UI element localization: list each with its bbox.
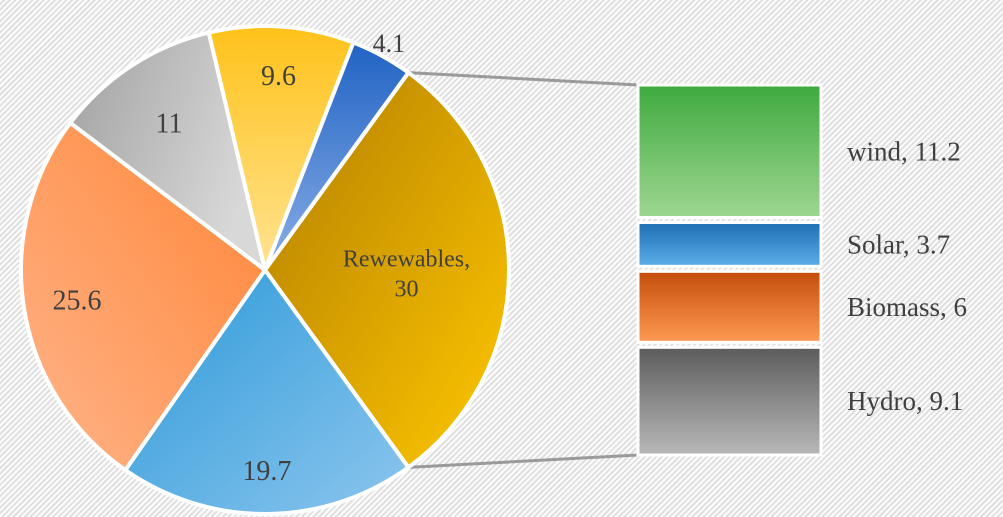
bar-label-solar-3-7: Solar, 3.7 — [847, 229, 950, 259]
bar-label-wind-11-2: wind, 11.2 — [847, 136, 961, 166]
pie-labels: Rewewables, 30 19.7 25.6 11 9.6 4.1 — [53, 29, 471, 487]
connector-lines — [408, 71, 639, 469]
pie-slice-19-7 — [123, 268, 411, 516]
pie-slice-rewewables-30 — [263, 70, 511, 470]
pie-label-9-6: 9.6 — [261, 61, 296, 92]
connector-line-top — [408, 71, 639, 87]
breakdown-labels: wind, 11.2 Solar, 3.7 Biomass, 6 Hydro, 9.1 — [847, 136, 967, 416]
pie-slice-9-6 — [206, 24, 356, 272]
breakdown-bar — [636, 83, 823, 457]
pie-label-rewewables-30: Rewewables, 30 — [343, 246, 470, 302]
bar-label-hydro-9-1: Hydro, 9.1 — [847, 386, 963, 416]
connector-line-bottom — [408, 453, 639, 469]
pie-slice-4-1 — [263, 40, 411, 272]
pie-slice-25-6 — [19, 120, 267, 473]
bar-segment-hydro-9-1 — [636, 345, 823, 457]
pie-slice-11 — [68, 30, 267, 272]
pie-label-4-1: 4.1 — [373, 29, 406, 58]
bar-label-biomass-6: Biomass, 6 — [847, 292, 967, 322]
bar-segment-solar-3-7 — [636, 221, 823, 268]
bar-segment-biomass-6 — [636, 269, 823, 344]
pie — [19, 24, 511, 516]
bar-segment-wind-11-2 — [636, 83, 823, 220]
pie-label-19-7: 19.7 — [242, 456, 291, 487]
pie-label-25-6: 25.6 — [53, 286, 102, 317]
pie-label-11: 11 — [156, 109, 183, 140]
